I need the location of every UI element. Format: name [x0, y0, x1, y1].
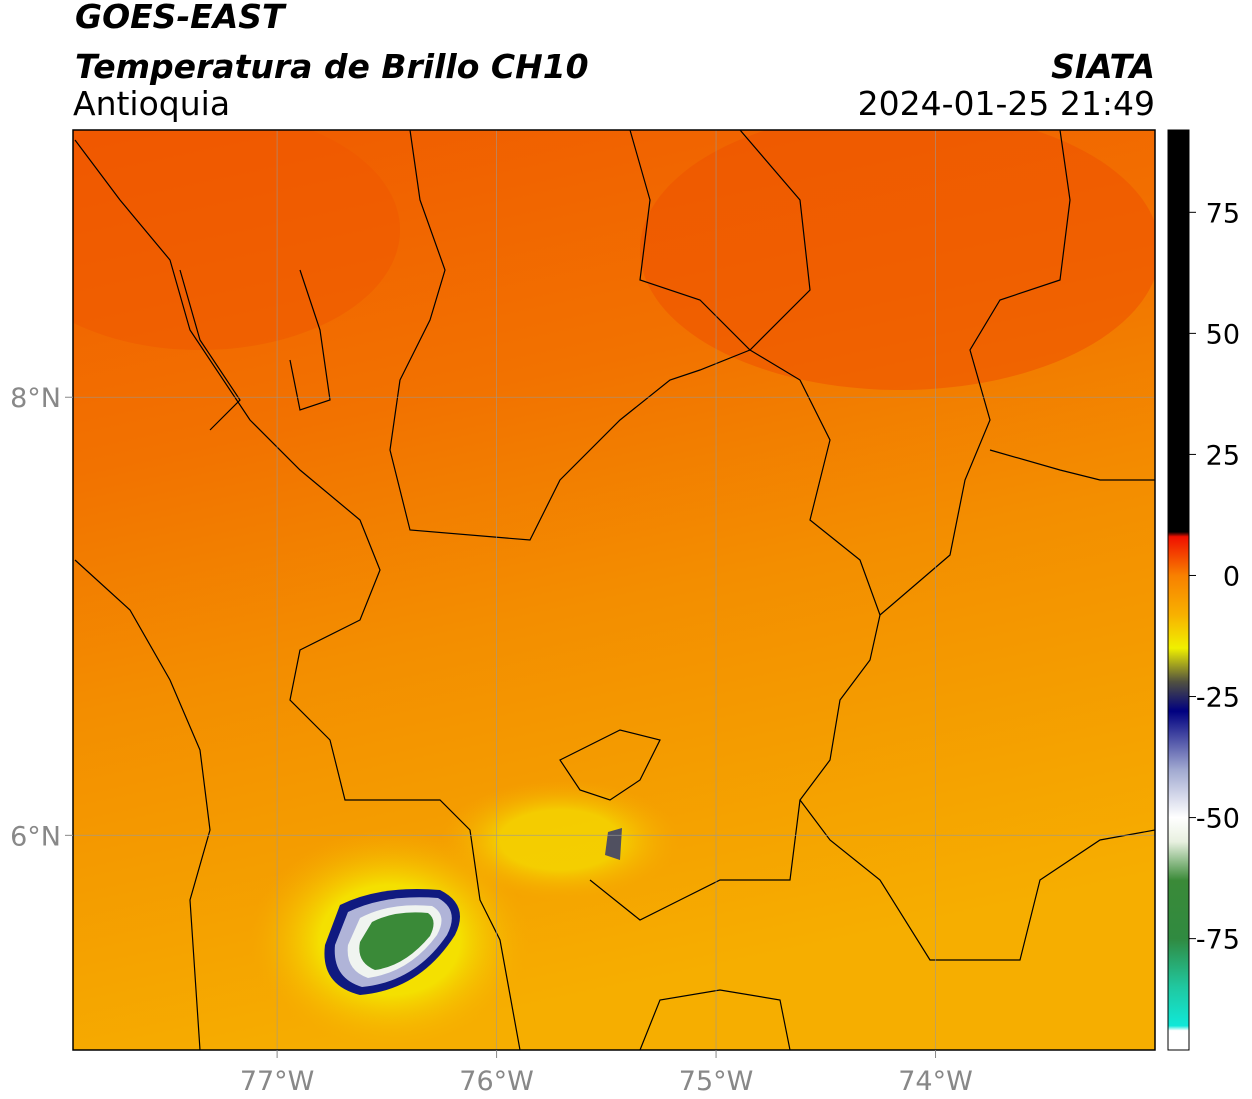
lat-tick-label: 8°N — [10, 383, 61, 414]
colorbar-tick-label: -75 — [1196, 925, 1240, 956]
colorbar-tick-label: 0 — [1223, 561, 1240, 592]
source: SIATA — [1051, 47, 1155, 86]
product: Temperatura de Brillo CH10 — [75, 47, 589, 86]
map-field — [73, 130, 1155, 1050]
colorbar-tick-label: 25 — [1206, 440, 1240, 471]
colorbar-tick-label: 50 — [1206, 319, 1240, 350]
satellite: GOES-EAST — [75, 0, 287, 36]
colorbar — [1168, 130, 1189, 1050]
borders — [74, 130, 1155, 1050]
map-frame — [72, 129, 1156, 1051]
lon-tick-label: 74°W — [898, 1066, 973, 1097]
colorbar-tick-label: 75 — [1206, 198, 1240, 229]
lon-tick-label: 76°W — [459, 1066, 534, 1097]
colorbar-tick-label: -25 — [1196, 683, 1240, 714]
colorbar-tick-label: -50 — [1196, 804, 1240, 835]
lon-tick-label: 77°W — [240, 1066, 315, 1097]
colorbar-frame — [1167, 129, 1190, 1051]
region: Antioquia — [73, 84, 230, 123]
lat-tick-label: 6°N — [10, 821, 61, 852]
lon-tick-label: 75°W — [679, 1066, 754, 1097]
datetime: 2024-01-25 21:49 — [858, 84, 1155, 123]
